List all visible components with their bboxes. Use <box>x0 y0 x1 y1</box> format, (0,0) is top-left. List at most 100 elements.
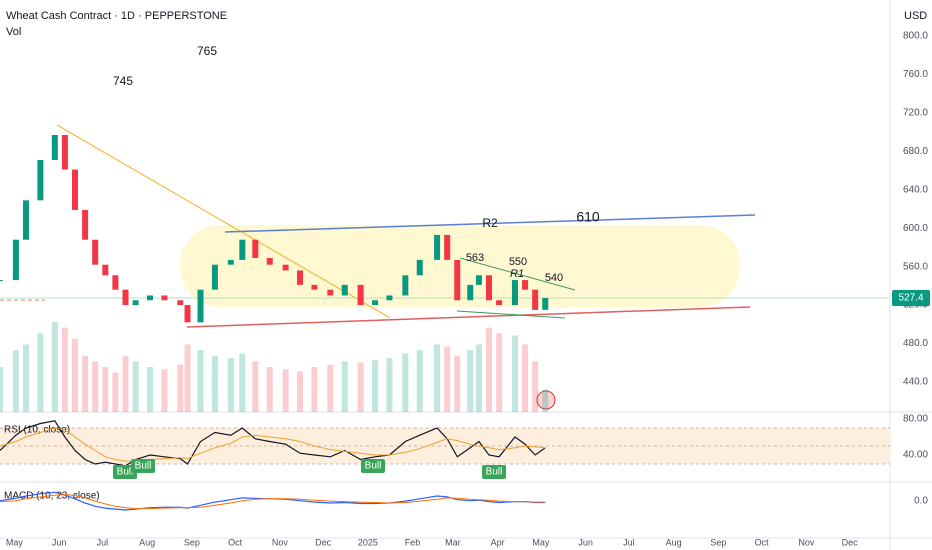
candle <box>61 134 68 170</box>
y-tick-label: 800.0 <box>903 31 928 42</box>
series-line <box>0 494 546 510</box>
y-tick-label: 480.0 <box>903 338 928 349</box>
candle <box>454 259 461 301</box>
candle <box>485 275 492 301</box>
x-tick-label: Jun <box>578 537 593 547</box>
volume-bar <box>266 367 273 412</box>
annotation: R2 <box>482 216 498 230</box>
price-tag-bg <box>892 289 930 306</box>
candle <box>434 234 441 260</box>
y-tick-label: 720.0 <box>903 108 928 119</box>
pane-title: RSI (10, close) <box>4 425 70 436</box>
volume-bar <box>252 361 259 412</box>
candle <box>475 275 482 285</box>
candle <box>297 270 304 285</box>
candle <box>132 300 139 306</box>
volume-bar <box>327 364 334 412</box>
volume-bar <box>122 355 129 412</box>
series-line <box>0 420 546 467</box>
volume-bar <box>211 355 218 412</box>
candle <box>416 259 423 276</box>
annotation: 745 <box>113 74 133 88</box>
signal-box <box>361 459 385 473</box>
volume-bar <box>22 344 29 412</box>
x-tick-label: Jul <box>97 537 109 547</box>
candle <box>177 300 184 306</box>
signal-label: Bull <box>135 461 152 472</box>
trend-line <box>459 257 576 291</box>
candle <box>51 134 58 160</box>
signal-label: Bull <box>365 461 382 472</box>
volume-bar <box>475 344 482 412</box>
currency: USD <box>904 10 927 22</box>
annotation: R1 <box>510 268 524 280</box>
volume-bar <box>184 344 191 412</box>
candle <box>266 257 273 265</box>
volume-bar <box>434 344 441 412</box>
volume-bar <box>112 372 119 412</box>
candle <box>82 209 89 240</box>
volume-bar <box>282 369 289 412</box>
x-tick-label: Mar <box>445 537 461 547</box>
volume-bar <box>454 355 461 412</box>
y-tick-label: 440.0 <box>903 377 928 388</box>
signal-box <box>131 459 155 473</box>
series-line <box>0 427 546 462</box>
annotation: 540 <box>545 272 563 284</box>
x-tick-label: Nov <box>798 537 815 547</box>
y-tick-label: 40.00 <box>903 450 928 461</box>
volume-bar <box>402 353 409 412</box>
volume-bar <box>61 327 68 412</box>
x-tick-label: Sep <box>184 537 200 547</box>
y-tick-label: 560.0 <box>903 261 928 272</box>
signal-label: Bull <box>486 467 503 478</box>
x-tick-label: Dec <box>315 537 332 547</box>
x-tick-label: Aug <box>666 537 682 547</box>
x-tick-label: 2025 <box>358 537 378 547</box>
volume-bar <box>197 350 204 412</box>
event-icon[interactable] <box>536 390 556 410</box>
candle <box>0 280 3 282</box>
candle <box>327 289 334 296</box>
volume-bar <box>357 362 364 412</box>
candle <box>311 284 318 290</box>
trend-line <box>456 310 566 319</box>
volume-bar <box>51 322 58 412</box>
volume-bar <box>227 358 234 412</box>
volume-bar <box>532 361 539 412</box>
x-tick-label: May <box>532 537 550 547</box>
signal-box <box>482 465 506 479</box>
volume-bar <box>485 327 492 412</box>
volume-bar <box>372 360 379 412</box>
candle <box>12 239 19 281</box>
chart-title: Wheat Cash Contract · 1D · PEPPERSTONE <box>6 10 227 22</box>
candle <box>532 289 539 310</box>
volume-bar <box>311 367 318 412</box>
volume-bar <box>297 371 304 412</box>
x-tick-label: Jul <box>623 537 635 547</box>
candle <box>402 275 409 296</box>
candle <box>92 239 99 265</box>
volume-bar <box>12 350 19 412</box>
trend-line <box>224 214 756 233</box>
candle <box>112 275 119 290</box>
y-tick-label: 680.0 <box>903 146 928 157</box>
y-tick-label: 80.00 <box>903 414 928 425</box>
candle <box>372 300 379 306</box>
candle <box>22 200 29 240</box>
candle <box>184 305 191 323</box>
candle <box>444 234 451 260</box>
x-tick-label: Apr <box>491 537 505 547</box>
volume-bar <box>102 367 109 412</box>
volume-bar <box>177 364 184 412</box>
y-tick-label: 600.0 <box>903 223 928 234</box>
x-tick-label: Oct <box>755 537 770 547</box>
candle <box>211 264 218 290</box>
volume-bar <box>522 344 529 412</box>
x-tick-label: Sep <box>710 537 726 547</box>
candle <box>252 239 259 258</box>
volume-bar <box>72 338 79 412</box>
volume-bar <box>82 355 89 412</box>
candle <box>72 169 79 210</box>
